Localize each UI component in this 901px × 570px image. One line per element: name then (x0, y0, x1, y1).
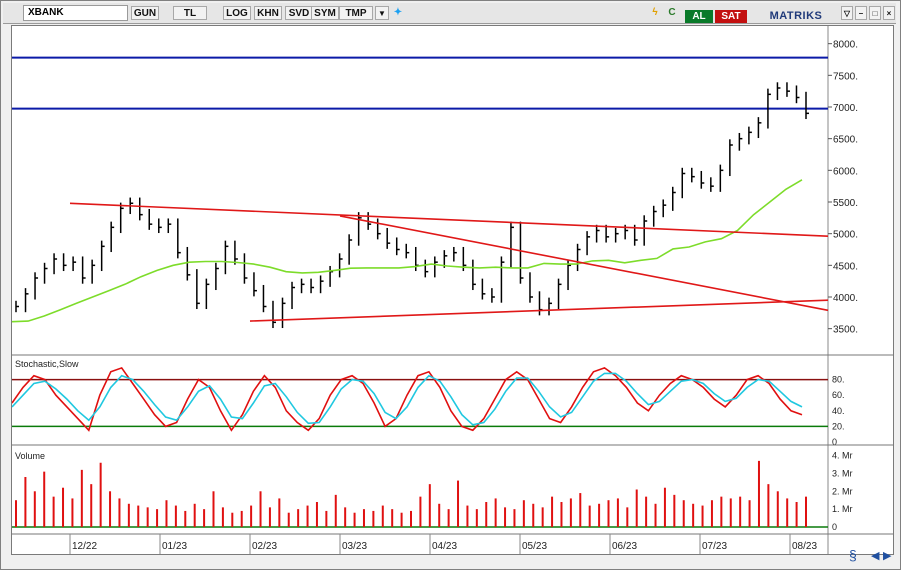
log-button[interactable]: LOG (223, 6, 251, 20)
volume-tick-label: 0 (832, 522, 837, 532)
price-tick-label: 3500. (833, 325, 858, 336)
x-tick-label: 06/23 (612, 541, 637, 552)
trendline (249, 299, 829, 322)
symbol-field[interactable]: XBANK (23, 5, 128, 21)
symbol-label: XBANK (28, 7, 64, 18)
sym-label: SYM (314, 8, 336, 19)
x-tick-label: 02/23 (252, 541, 277, 552)
price-tick-label: 4500. (833, 261, 858, 272)
scroll-controls: § ◀ ▶ (849, 547, 897, 565)
x-tick-label: 05/23 (522, 541, 547, 552)
stochastic-tick-label: 80. (832, 375, 845, 385)
stochastic-series-line (11, 366, 803, 432)
volume-title: Volume (15, 451, 45, 461)
buy-button[interactable]: AL (685, 10, 713, 23)
price-tick-label: 4000. (833, 293, 858, 304)
khn-label: KHN (257, 8, 279, 19)
khn-button[interactable]: KHN (254, 6, 282, 20)
dropdown-arrow-icon[interactable]: ▼ (375, 6, 389, 20)
price-tick-label: 7500. (833, 71, 858, 82)
sync-icon[interactable]: § (849, 547, 857, 563)
stochastic-tick-label: 60. (832, 390, 845, 400)
dropdown-icon[interactable]: ▽ (841, 6, 853, 20)
twitter-icon[interactable]: ✦ (393, 7, 403, 18)
buy-label: AL (692, 11, 706, 22)
price-tick-label: 5000. (833, 230, 858, 241)
log-label: LOG (226, 8, 248, 19)
moving-average-line (11, 179, 803, 323)
sym-button[interactable]: SYM (311, 6, 339, 20)
brand-label: MATRIKS (769, 10, 823, 22)
stochastic-title: Stochastic,Slow (15, 359, 79, 369)
sell-label: SAT (721, 11, 741, 22)
scroll-right-icon[interactable]: ▶ (883, 550, 892, 562)
period-button[interactable]: GUN (131, 6, 159, 20)
volume-tick-label: 1. Mr (832, 504, 853, 514)
maximize-icon[interactable]: □ (869, 6, 881, 20)
svd-label: SVD (288, 8, 310, 19)
flash-icon[interactable]: ϟ (652, 7, 658, 18)
brand-logo: MATRIKS (761, 10, 831, 23)
svd-button[interactable]: SVD (285, 6, 313, 20)
trendline (69, 202, 829, 237)
x-tick-label: 08/23 (792, 541, 817, 552)
currency-button[interactable]: TL (173, 6, 207, 20)
volume-tick-label: 4. Mr (832, 451, 853, 461)
stochastic-tick-label: 20. (832, 421, 845, 431)
tmp-button[interactable]: TMP (339, 6, 373, 20)
price-tick-label: 7000. (833, 103, 858, 114)
stochastic-tick-label: 40. (832, 406, 845, 416)
stochastic-tick-label: 0 (832, 437, 837, 447)
tmp-label: TMP (345, 8, 367, 19)
sell-button[interactable]: SAT (715, 10, 747, 23)
volume-tick-label: 2. Mr (832, 486, 853, 496)
x-tick-label: 01/23 (162, 541, 187, 552)
close-icon[interactable]: × (883, 6, 895, 20)
chart-area[interactable]: 3500. 4000. 4500. 5000. 5500. 6000. 6500. 7000.… (11, 25, 894, 555)
trendline (339, 215, 829, 312)
price-tick-label: 6500. (833, 135, 858, 146)
x-tick-label: 07/23 (702, 541, 727, 552)
refresh-icon[interactable]: C (668, 7, 676, 18)
price-tick-label: 5500. (833, 198, 858, 209)
minimize-icon[interactable]: – (855, 6, 867, 20)
stochastic-series-line (11, 372, 803, 426)
x-tick-label: 12/22 (72, 541, 97, 552)
price-tick-label: 8000. (833, 40, 858, 51)
x-tick-label: 04/23 (432, 541, 457, 552)
scroll-left-icon[interactable]: ◀ (871, 550, 880, 562)
currency-label: TL (183, 8, 197, 19)
period-label: GUN (133, 8, 157, 19)
toolbar: XBANK GUN TL LOG KHN SVD SYM TMP ▼ ✦ ϟ C… (3, 3, 896, 24)
price-chart-svg: 3500. 4000. 4500. 5000. 5500. 6000. 6500. 7000.… (11, 26, 893, 554)
volume-tick-label: 3. Mr (832, 468, 853, 478)
price-tick-label: 6000. (833, 166, 858, 177)
x-tick-label: 03/23 (342, 541, 367, 552)
